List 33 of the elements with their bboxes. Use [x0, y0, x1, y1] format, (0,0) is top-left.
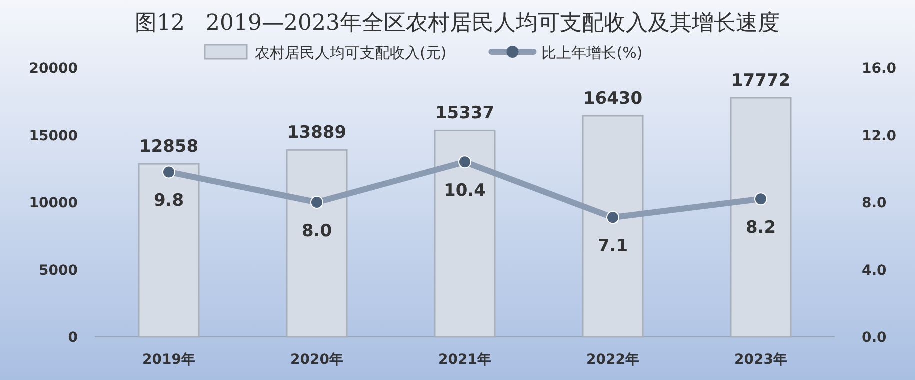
y-tick-label: 15000 [29, 128, 78, 144]
y2-tick-label: 8.0 [862, 196, 888, 212]
x-tick-label: 2021年 [438, 352, 492, 368]
y2-tick-label: 4.0 [862, 262, 888, 279]
y2-tick-label: 16.0 [862, 61, 897, 77]
y2-tick-label: 0.0 [862, 330, 888, 346]
bar [582, 115, 644, 338]
data-label: 15337 [435, 104, 495, 124]
y-tick-label: 5000 [39, 262, 78, 279]
legend-label: 农村居民人均可支配收入(元) [255, 44, 447, 62]
chart-title: 图12 2019—2023年全区农村居民人均可支配收入及其增长速度 [135, 11, 780, 36]
data-label: 8.0 [302, 222, 332, 242]
bar [286, 149, 348, 338]
x-tick-label: 2020年 [290, 352, 344, 368]
data-label: 12858 [139, 137, 199, 158]
bar [434, 130, 496, 338]
data-label: 7.1 [598, 236, 628, 257]
data-label: 8.2 [746, 218, 776, 238]
y-tick-label: 10000 [29, 196, 78, 212]
data-label: 9.8 [154, 191, 184, 212]
legend-label: 比上年增长(%) [542, 44, 643, 62]
y-tick-label: 0 [68, 330, 78, 346]
data-label: 10.4 [444, 181, 486, 202]
x-tick-label: 2019年 [142, 352, 196, 368]
data-label: 16430 [583, 89, 643, 110]
y-tick-label: 20000 [29, 61, 78, 77]
data-label: 17772 [731, 70, 791, 91]
x-tick-label: 2022年 [586, 352, 640, 368]
y2-tick-label: 12.0 [862, 128, 897, 144]
x-tick-label: 2023年 [734, 352, 788, 368]
bar [138, 163, 200, 338]
data-label: 13889 [287, 123, 347, 144]
bar [730, 97, 792, 338]
